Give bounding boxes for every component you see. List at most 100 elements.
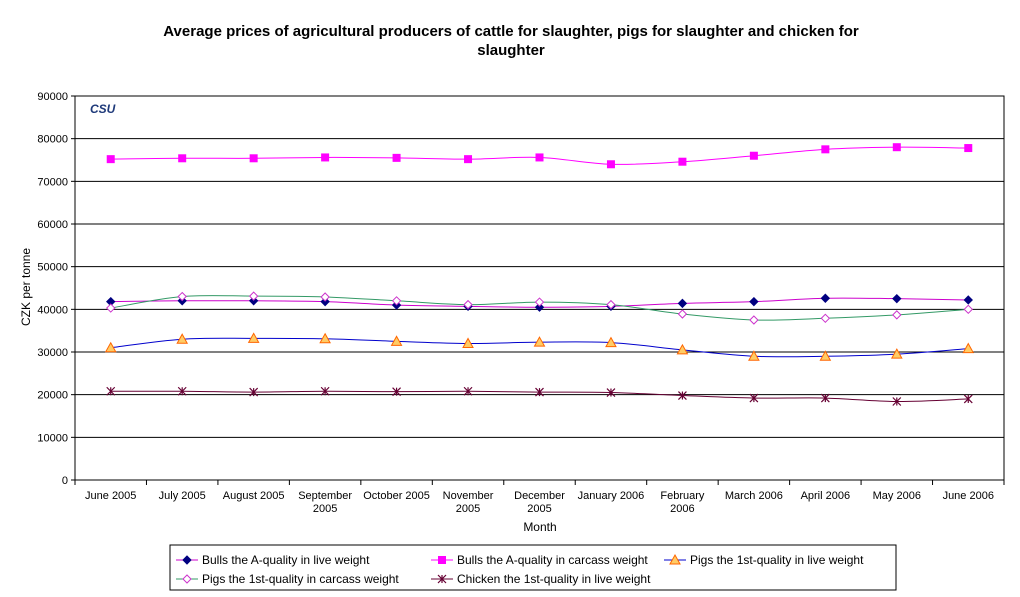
data-point xyxy=(178,154,187,163)
data-point xyxy=(320,292,330,302)
data-point xyxy=(535,153,544,162)
data-point xyxy=(606,160,615,169)
legend-item-1: Bulls the A-quality in live weight xyxy=(176,553,370,567)
x-tick-label: August 2005 xyxy=(223,490,285,502)
data-point xyxy=(892,293,902,304)
data-point xyxy=(677,309,688,319)
data-point xyxy=(437,574,447,584)
data-point xyxy=(749,151,758,160)
data-point xyxy=(249,154,258,163)
y-axis-ticks: 0 10000 20000 30000 40000 50000 60000 70000 8000… xyxy=(37,91,75,487)
chart-title-line-2: slaughter xyxy=(477,42,545,59)
chart-title-line-1: Average prices of agricultural producers… xyxy=(163,23,859,40)
data-point xyxy=(182,555,192,565)
data-point xyxy=(678,157,687,166)
y-axis-label: CZK per tonne xyxy=(19,248,33,326)
data-point xyxy=(821,145,830,154)
y-tick-label: 50000 xyxy=(37,262,68,274)
logo-text: CSU xyxy=(90,102,116,116)
legend-item-4: Pigs the 1st-quality in carcass weight xyxy=(176,572,399,586)
data-point xyxy=(749,315,759,325)
series-2 xyxy=(106,143,973,169)
data-point xyxy=(320,386,330,396)
data-point xyxy=(749,296,759,307)
x-tick-label: May 2006 xyxy=(873,490,921,502)
data-point xyxy=(676,343,689,355)
data-point xyxy=(963,394,973,404)
y-tick-label: 30000 xyxy=(37,347,68,359)
data-point xyxy=(106,155,115,164)
data-point xyxy=(321,153,330,162)
data-point xyxy=(390,335,403,346)
x-tick-label: February xyxy=(660,490,705,502)
legend: Bulls the A-quality in live weight Bulls … xyxy=(176,553,864,586)
data-point xyxy=(391,296,402,306)
y-tick-label: 10000 xyxy=(37,432,68,444)
data-point xyxy=(605,336,617,348)
data-point xyxy=(819,350,832,361)
data-point xyxy=(462,337,474,348)
data-point xyxy=(463,386,473,396)
data-point xyxy=(106,386,116,396)
legend-label: Pigs the 1st-quality in carcass weight xyxy=(202,572,399,586)
y-tick-label: 80000 xyxy=(37,134,68,146)
data-point xyxy=(892,310,902,320)
y-tick-label: 90000 xyxy=(37,91,68,103)
data-point xyxy=(820,293,831,303)
x-tick-label: December xyxy=(514,490,565,502)
x-tick-label: June 2005 xyxy=(85,490,136,502)
data-point xyxy=(606,299,616,310)
data-point xyxy=(748,350,760,361)
legend-item-5: Chicken the 1st-quality in live weight xyxy=(431,572,651,586)
y-tick-label: 20000 xyxy=(37,390,68,402)
gridlines xyxy=(75,95,1004,438)
csu-logo: CSU xyxy=(90,102,116,116)
data-point xyxy=(892,143,901,152)
y-tick-label: 60000 xyxy=(37,219,68,231)
x-tick-label: July 2005 xyxy=(159,490,206,502)
legend-label: Bulls the A-quality in live weight xyxy=(202,553,370,567)
legend-item-3: Pigs the 1st-quality in live weight xyxy=(664,553,864,567)
data-point xyxy=(534,297,545,307)
x-tick-label: 2006 xyxy=(670,503,694,515)
data-point xyxy=(820,313,831,324)
x-tick-label: March 2006 xyxy=(725,490,783,502)
series-layer xyxy=(104,143,975,406)
data-point xyxy=(964,144,973,153)
data-point xyxy=(392,387,402,397)
x-tick-label: 2005 xyxy=(313,503,337,515)
y-tick-label: 40000 xyxy=(37,304,68,316)
data-point xyxy=(749,393,759,403)
x-tick-label: 2005 xyxy=(527,503,551,515)
data-point xyxy=(533,336,546,347)
data-point xyxy=(177,386,187,396)
series-5 xyxy=(106,386,973,406)
data-point xyxy=(392,153,401,162)
data-point xyxy=(892,397,902,406)
data-point xyxy=(962,342,975,354)
data-point xyxy=(820,393,830,403)
data-point xyxy=(890,348,903,359)
x-tick-label: October 2005 xyxy=(363,490,430,502)
data-point xyxy=(677,391,687,400)
data-point xyxy=(182,574,192,584)
legend-label: Chicken the 1st-quality in live weight xyxy=(457,572,651,586)
data-point xyxy=(319,332,331,344)
data-point xyxy=(464,155,473,164)
y-tick-label: 0 xyxy=(62,475,68,487)
data-point xyxy=(249,387,259,397)
x-axis-ticks: June 2005 July 2005 August 2005 September20… xyxy=(74,480,1005,515)
data-point xyxy=(963,304,973,315)
legend-label: Pigs the 1st-quality in live weight xyxy=(690,553,864,567)
series-4 xyxy=(106,291,973,325)
x-tick-label: April 2006 xyxy=(801,490,851,502)
data-point xyxy=(176,333,189,344)
x-tick-label: November xyxy=(443,490,494,502)
data-point xyxy=(438,556,446,564)
data-point xyxy=(534,302,545,312)
data-point xyxy=(606,388,616,397)
data-point xyxy=(106,303,116,313)
legend-box xyxy=(169,544,897,591)
data-point xyxy=(177,291,187,302)
